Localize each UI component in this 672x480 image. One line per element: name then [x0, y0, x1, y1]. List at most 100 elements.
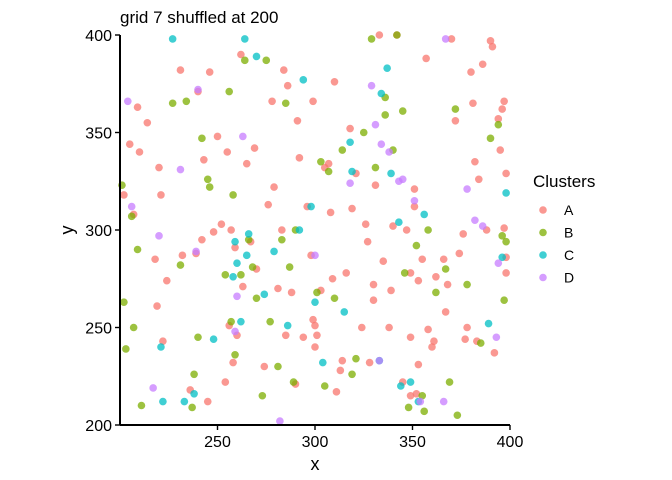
y-axis-ticks: 200 250 300 350 400 — [85, 28, 120, 435]
data-point-a — [428, 343, 436, 351]
data-point-c — [242, 251, 251, 260]
data-point-a — [494, 115, 503, 123]
data-point-d — [127, 202, 136, 211]
data-point-a — [157, 191, 165, 199]
data-point-b — [398, 107, 407, 115]
data-point-b — [133, 245, 142, 254]
data-point-c — [397, 382, 405, 390]
data-point-a — [358, 323, 366, 332]
data-point-c — [319, 358, 327, 367]
data-point-d — [149, 384, 157, 392]
data-point-b — [129, 323, 138, 332]
data-point-b — [338, 146, 347, 154]
data-point-a — [463, 323, 471, 332]
data-point-b — [248, 263, 257, 271]
data-point-a — [502, 169, 510, 178]
data-point-a — [498, 105, 507, 113]
data-point-a — [242, 159, 251, 168]
data-point-a — [125, 140, 134, 148]
data-point-a — [203, 397, 212, 406]
data-point-c — [299, 76, 308, 84]
data-point-b — [176, 261, 185, 269]
data-point-d — [463, 185, 471, 193]
data-point-a — [231, 243, 239, 252]
data-point-a — [133, 103, 142, 111]
data-point-b — [463, 280, 471, 289]
data-point-a — [332, 388, 341, 396]
data-point-c — [233, 259, 241, 267]
data-point-a — [365, 358, 374, 367]
data-point-a — [135, 148, 144, 156]
data-point-d — [192, 247, 200, 256]
data-point-a — [311, 343, 319, 351]
data-point-d — [367, 81, 376, 90]
data-point-d — [385, 148, 393, 156]
data-point-b — [498, 232, 507, 240]
data-point-c — [395, 218, 403, 226]
data-point-a — [410, 185, 419, 193]
data-point-a — [363, 237, 372, 246]
data-point-a — [260, 362, 269, 371]
data-point-a — [375, 31, 384, 39]
data-point-a — [295, 154, 304, 162]
y-tick-label: 400 — [85, 28, 112, 45]
x-axis-ticks: 250 300 350 400 — [204, 425, 523, 451]
data-point-b — [231, 351, 239, 359]
data-point-d — [176, 165, 185, 174]
chart-title: grid 7 shuffled at 200 — [120, 8, 278, 27]
data-point-a — [313, 331, 321, 340]
data-point-b — [500, 296, 508, 305]
data-point-b — [348, 370, 356, 379]
data-point-d — [439, 397, 448, 406]
data-point-c — [307, 202, 315, 211]
data-point-b — [278, 235, 286, 244]
data-point-b — [313, 288, 321, 297]
data-point-b — [367, 35, 376, 43]
data-point-c — [348, 167, 356, 176]
data-point-a — [455, 249, 464, 258]
data-point-b — [205, 183, 214, 191]
data-point-c — [498, 253, 507, 262]
x-tick-label: 250 — [204, 434, 231, 451]
data-point-b — [229, 191, 237, 199]
data-point-a — [221, 378, 230, 386]
data-point-a — [311, 321, 319, 330]
data-point-c — [237, 317, 245, 326]
data-point-a — [264, 200, 273, 209]
data-point-a — [287, 288, 296, 297]
data-point-a — [467, 68, 475, 76]
x-tick-label: 400 — [497, 434, 524, 451]
data-point-b — [237, 271, 245, 279]
data-point-b — [352, 354, 360, 363]
data-point-b — [258, 391, 267, 400]
data-point-a — [422, 54, 430, 63]
data-point-d — [311, 251, 319, 260]
data-point-b — [453, 411, 462, 420]
data-point-a — [443, 280, 452, 289]
data-point-a — [441, 308, 450, 316]
data-point-d — [494, 259, 503, 267]
data-point-c — [420, 210, 429, 219]
data-point-a — [239, 282, 247, 291]
data-point-a — [369, 280, 378, 289]
y-tick-label: 200 — [85, 418, 112, 435]
data-point-b — [404, 403, 413, 412]
data-point-b — [198, 134, 206, 143]
data-point-c — [502, 189, 510, 197]
data-point-a — [223, 148, 232, 156]
data-point-b — [420, 407, 429, 416]
data-point-b — [194, 333, 202, 342]
data-point-b — [400, 269, 409, 277]
data-point-d — [377, 140, 386, 148]
data-point-d — [194, 85, 202, 94]
data-point-c — [229, 273, 237, 281]
data-point-a — [229, 358, 237, 367]
data-point-a — [120, 191, 128, 199]
data-point-b — [494, 120, 503, 129]
data-point-a — [502, 269, 510, 277]
data-point-b — [371, 163, 380, 172]
data-point-a — [198, 235, 206, 244]
data-point-b — [127, 212, 136, 221]
data-point-a — [439, 255, 448, 264]
